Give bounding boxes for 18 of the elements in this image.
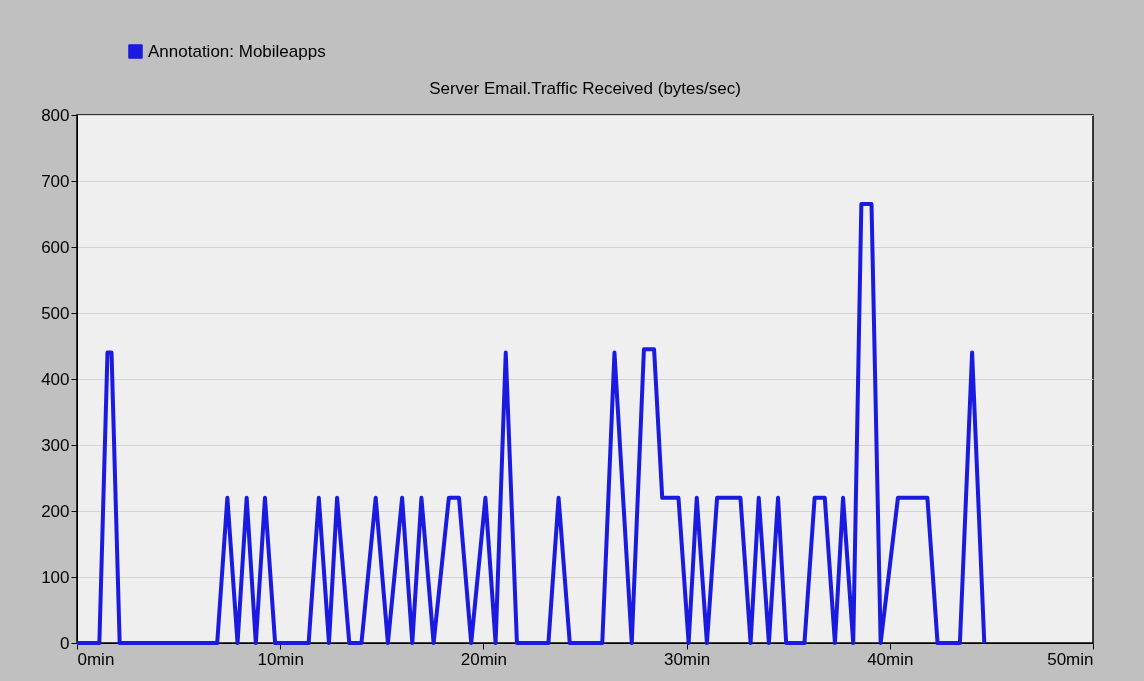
line-series bbox=[75, 202, 987, 645]
y-tick-label: 0 bbox=[60, 633, 70, 653]
y-tick-label: 300 bbox=[41, 435, 70, 455]
y-tick-label: 100 bbox=[41, 567, 70, 587]
y-tick-label: 600 bbox=[41, 237, 70, 257]
y-tick-label: 400 bbox=[41, 369, 70, 389]
legend-label: Annotation: Mobileapps bbox=[148, 41, 326, 61]
x-tick-label: 10min bbox=[257, 649, 304, 669]
y-tick-label: 700 bbox=[41, 171, 70, 191]
y-tick-label: 800 bbox=[41, 105, 70, 125]
x-tick-label: 0min bbox=[77, 649, 115, 669]
x-tick-label: 40min bbox=[867, 649, 914, 669]
chart-title: Server Email.Traffic Received (bytes/sec) bbox=[429, 79, 741, 98]
y-tick-label: 500 bbox=[41, 303, 70, 323]
x-tick-label: 20min bbox=[460, 649, 508, 669]
y-tick-label: 200 bbox=[41, 501, 70, 521]
x-tick-label: 50min bbox=[1047, 649, 1094, 669]
x-tick-label: 30min bbox=[663, 649, 711, 669]
